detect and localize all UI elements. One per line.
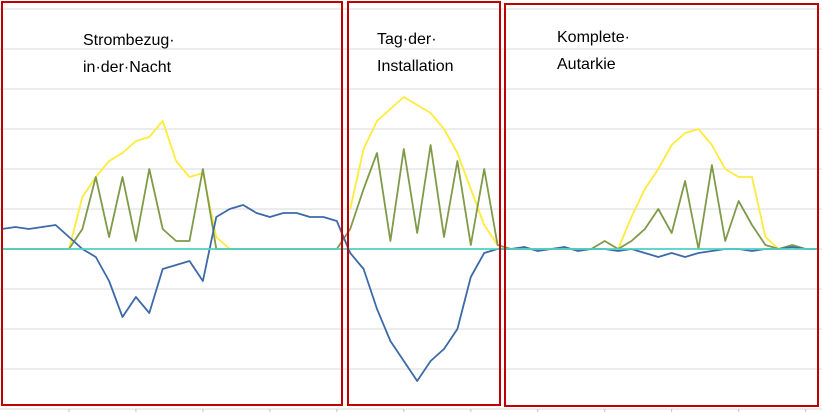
annotation-box [347,1,501,406]
series-line [2,144,819,250]
annotation-box [1,1,343,406]
annotation: Installation [377,58,454,75]
annotation: Strombezug· [83,32,175,49]
annotation: Tag·der· [377,31,437,48]
annotation-box [504,3,819,407]
series-line [1,204,819,382]
annotation: Komplete· [557,29,630,46]
lines [1,96,819,382]
annotation: in·der·Nacht [83,59,172,76]
annotation: Autarkie [557,56,616,73]
series-line [68,96,780,250]
